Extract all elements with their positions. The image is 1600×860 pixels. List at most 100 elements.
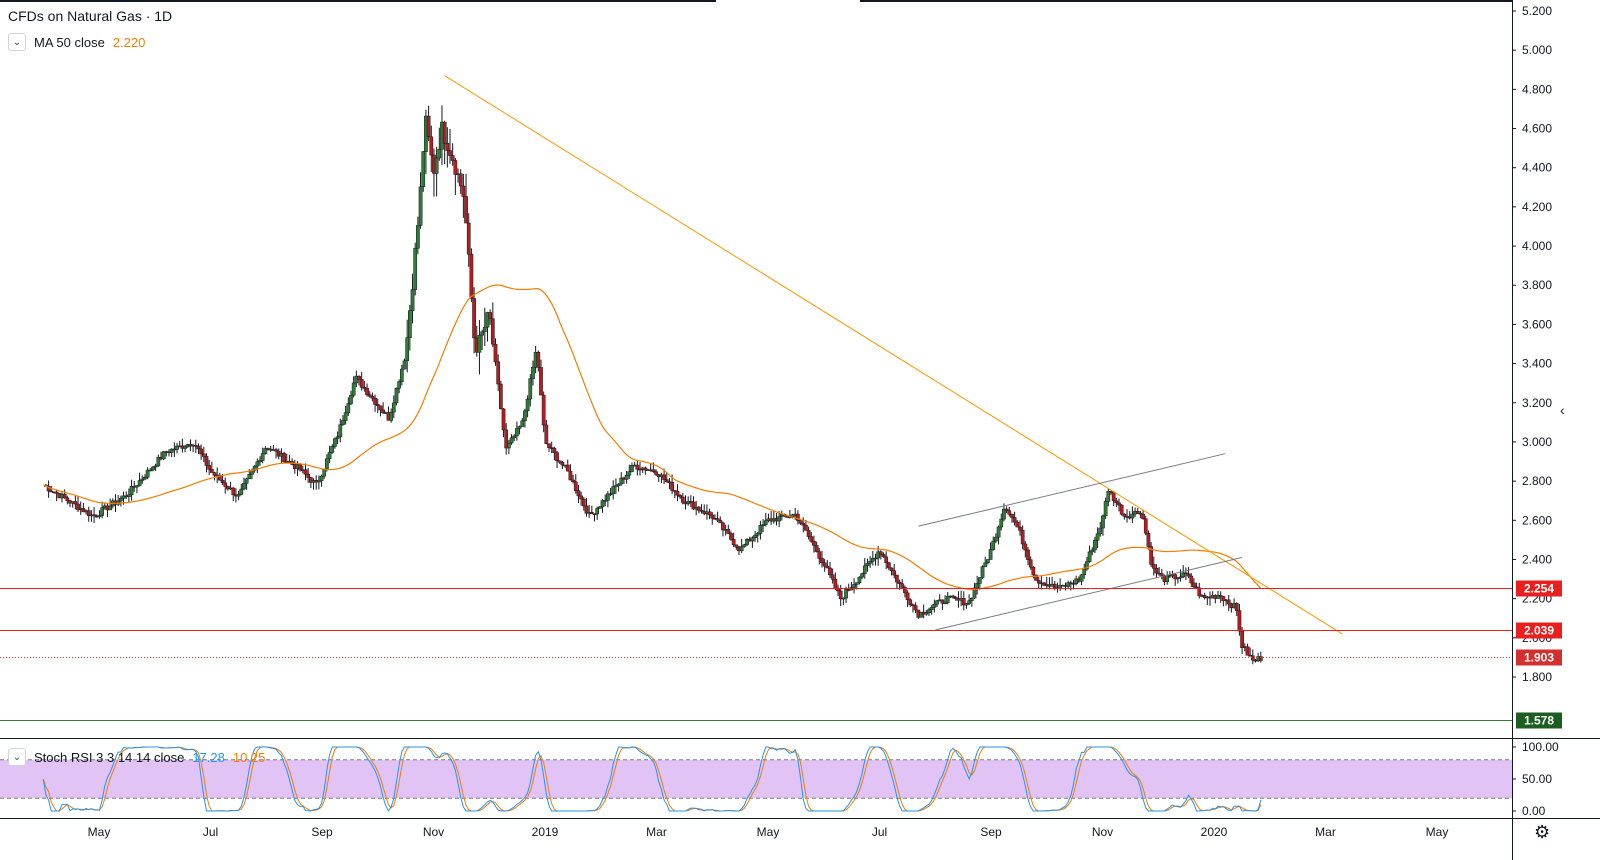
candle-body: [512, 435, 517, 439]
candle-body: [897, 581, 902, 585]
gear-icon[interactable]: ⚙: [1534, 822, 1551, 842]
chevron-down-icon[interactable]: ⌄: [8, 748, 26, 766]
candle-body: [1141, 513, 1145, 519]
candle-up: [391, 395, 396, 419]
candle-up: [515, 421, 519, 441]
candle-down: [464, 173, 468, 224]
candle-down: [1036, 577, 1041, 590]
candle-body: [654, 471, 658, 475]
chart-title: CFDs on Natural Gas · 1D: [8, 8, 173, 24]
candle-body: [207, 465, 212, 470]
candle-body: [1002, 508, 1006, 520]
candle-down: [367, 391, 372, 398]
candle-body: [1176, 577, 1180, 580]
candle-body: [1106, 491, 1111, 502]
time-tick-label: Jul: [872, 825, 887, 839]
candle-body: [405, 337, 410, 362]
candle-body: [996, 526, 1001, 538]
candle-up: [485, 311, 490, 342]
candle-body: [429, 136, 434, 156]
candle-body: [54, 491, 59, 494]
candle-down: [231, 487, 236, 502]
candle-up: [1085, 556, 1089, 571]
price-tick-label: 4.800: [1522, 82, 1552, 96]
candle-down: [1015, 520, 1020, 528]
candle-body: [873, 557, 878, 560]
candle-body: [1237, 610, 1242, 632]
candle-body: [490, 318, 495, 345]
time-tick-label: 2020: [1201, 825, 1228, 839]
candle-down: [73, 495, 78, 510]
candle-body: [699, 510, 704, 512]
candle-body: [472, 298, 476, 339]
candle-up: [1066, 580, 1071, 589]
candle-up: [242, 477, 246, 491]
stoch-rsi-label: Stoch RSI 3 3 14 14 close: [34, 749, 185, 765]
price-tick-label: 3.200: [1522, 396, 1552, 410]
candle-body: [453, 160, 458, 175]
candle-up: [978, 577, 982, 590]
candle-down: [86, 506, 91, 522]
candle-body: [662, 474, 666, 480]
candle-down: [568, 464, 573, 481]
candle-up: [857, 576, 862, 585]
candle-up: [119, 495, 123, 507]
candle-up: [1176, 577, 1180, 584]
stoch-rsi-tick-label: 100.00: [1522, 740, 1559, 754]
stoch-rsi-k-value: 17.28: [192, 749, 225, 765]
candle-down: [541, 391, 546, 433]
candle-up: [480, 329, 484, 350]
candle-down: [1004, 506, 1009, 514]
candle-body: [1173, 574, 1178, 580]
candle-body: [1079, 574, 1084, 582]
candle-body: [951, 595, 955, 598]
candle-body: [183, 446, 187, 449]
candle-body: [212, 472, 217, 476]
candle-body: [161, 451, 166, 460]
candle-down: [638, 462, 642, 476]
candle-body: [862, 565, 867, 574]
candle-body: [218, 474, 222, 481]
candle-down: [496, 354, 501, 391]
candle-down: [381, 402, 385, 415]
candle-down: [54, 489, 59, 502]
candle-body: [1052, 583, 1057, 589]
candle-body: [325, 458, 329, 470]
candle-body: [1119, 504, 1124, 515]
candle-body: [568, 470, 573, 481]
candle-body: [755, 533, 760, 536]
candle-down: [209, 461, 214, 473]
candle-down: [1226, 595, 1231, 612]
candle-body: [255, 461, 260, 467]
candle-up: [983, 556, 988, 568]
candle-body: [135, 485, 139, 488]
candle-up: [873, 553, 878, 566]
candle-body: [541, 394, 546, 426]
chevron-down-icon[interactable]: ⌄: [8, 33, 26, 51]
candle-body: [994, 536, 998, 542]
candle-body: [555, 452, 559, 462]
candle-body: [375, 404, 380, 406]
candle-body: [100, 507, 104, 516]
candle-body: [870, 557, 875, 562]
candle-down: [362, 380, 367, 392]
candle-down: [697, 506, 701, 514]
candle-down: [196, 443, 201, 455]
candle-body: [1018, 526, 1022, 531]
candle-down: [825, 559, 830, 569]
candle-down: [426, 105, 431, 141]
candle-down: [1245, 643, 1250, 656]
candle-down: [718, 516, 723, 524]
candle-up: [531, 360, 535, 386]
candle-body: [1042, 582, 1046, 586]
candle-down: [218, 473, 222, 481]
candle-body: [865, 563, 870, 567]
candle-down: [501, 408, 506, 438]
candle-body: [576, 490, 581, 497]
candle-down: [199, 444, 203, 460]
candle-down: [445, 127, 450, 168]
candle-body: [814, 545, 819, 552]
stoch-rsi-k-line: [42, 746, 1262, 812]
candle-up: [761, 519, 765, 532]
